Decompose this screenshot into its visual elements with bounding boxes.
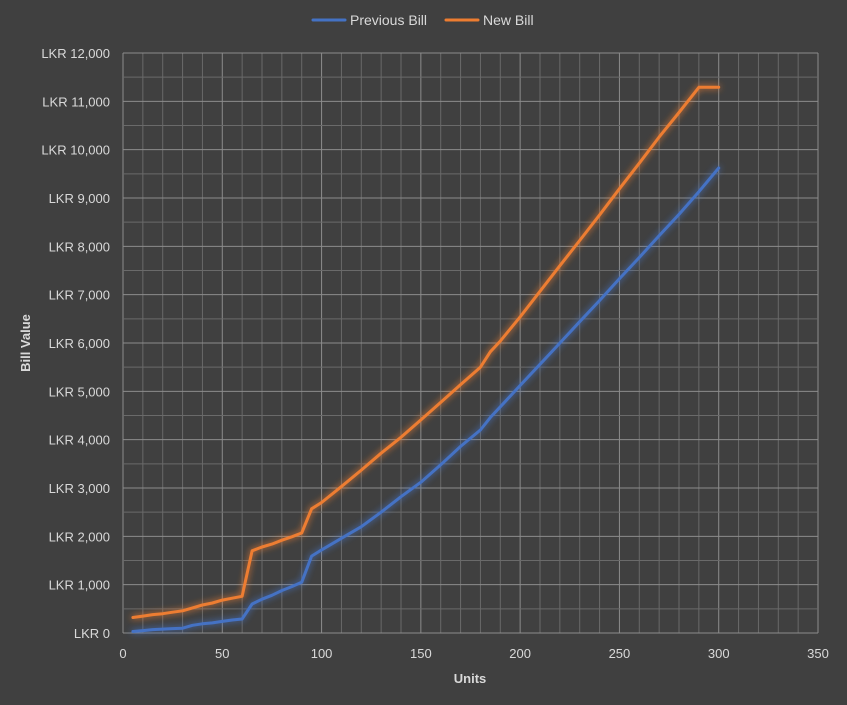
y-tick-label: LKR 1,000	[49, 578, 110, 593]
x-tick-label: 300	[708, 646, 730, 661]
y-tick-label: LKR 8,000	[49, 239, 110, 254]
y-tick-label: LKR 7,000	[49, 288, 110, 303]
y-tick-label: LKR 12,000	[41, 46, 110, 61]
y-tick-label: LKR 4,000	[49, 433, 110, 448]
gridlines	[122, 52, 819, 634]
legend-label: Previous Bill	[350, 12, 427, 28]
y-axis-tick-labels: LKR 0 LKR 1,000 LKR 2,000 LKR 3,000 LKR 4,00…	[41, 46, 110, 641]
x-tick-label: 200	[509, 646, 531, 661]
y-tick-label: LKR 2,000	[49, 529, 110, 544]
y-tick-label: LKR 0	[74, 626, 110, 641]
series-lines	[131, 85, 721, 633]
y-axis-title: Bill Value	[18, 314, 33, 372]
x-tick-label: 100	[311, 646, 333, 661]
y-tick-label: LKR 9,000	[49, 191, 110, 206]
legend: Previous Bill New Bill	[311, 12, 534, 28]
x-tick-label: 150	[410, 646, 432, 661]
y-tick-label: LKR 6,000	[49, 336, 110, 351]
x-tick-label: 0	[119, 646, 126, 661]
legend-item-new-bill: New Bill	[444, 12, 534, 28]
y-tick-label: LKR 10,000	[41, 143, 110, 158]
x-tick-label: 250	[609, 646, 631, 661]
legend-item-previous-bill: Previous Bill	[311, 12, 427, 28]
x-axis-tick-labels: 0 50 100 150 200 250 300 350	[119, 646, 828, 661]
series-line-previous-bill	[131, 166, 721, 633]
x-tick-label: 350	[807, 646, 829, 661]
x-axis-title: Units	[454, 671, 487, 686]
y-tick-label: LKR 11,000	[42, 94, 110, 109]
y-tick-label: LKR 3,000	[49, 481, 110, 496]
series-line-new-bill	[131, 85, 721, 619]
legend-label: New Bill	[483, 12, 534, 28]
y-tick-label: LKR 5,000	[49, 384, 110, 399]
x-tick-label: 50	[215, 646, 229, 661]
